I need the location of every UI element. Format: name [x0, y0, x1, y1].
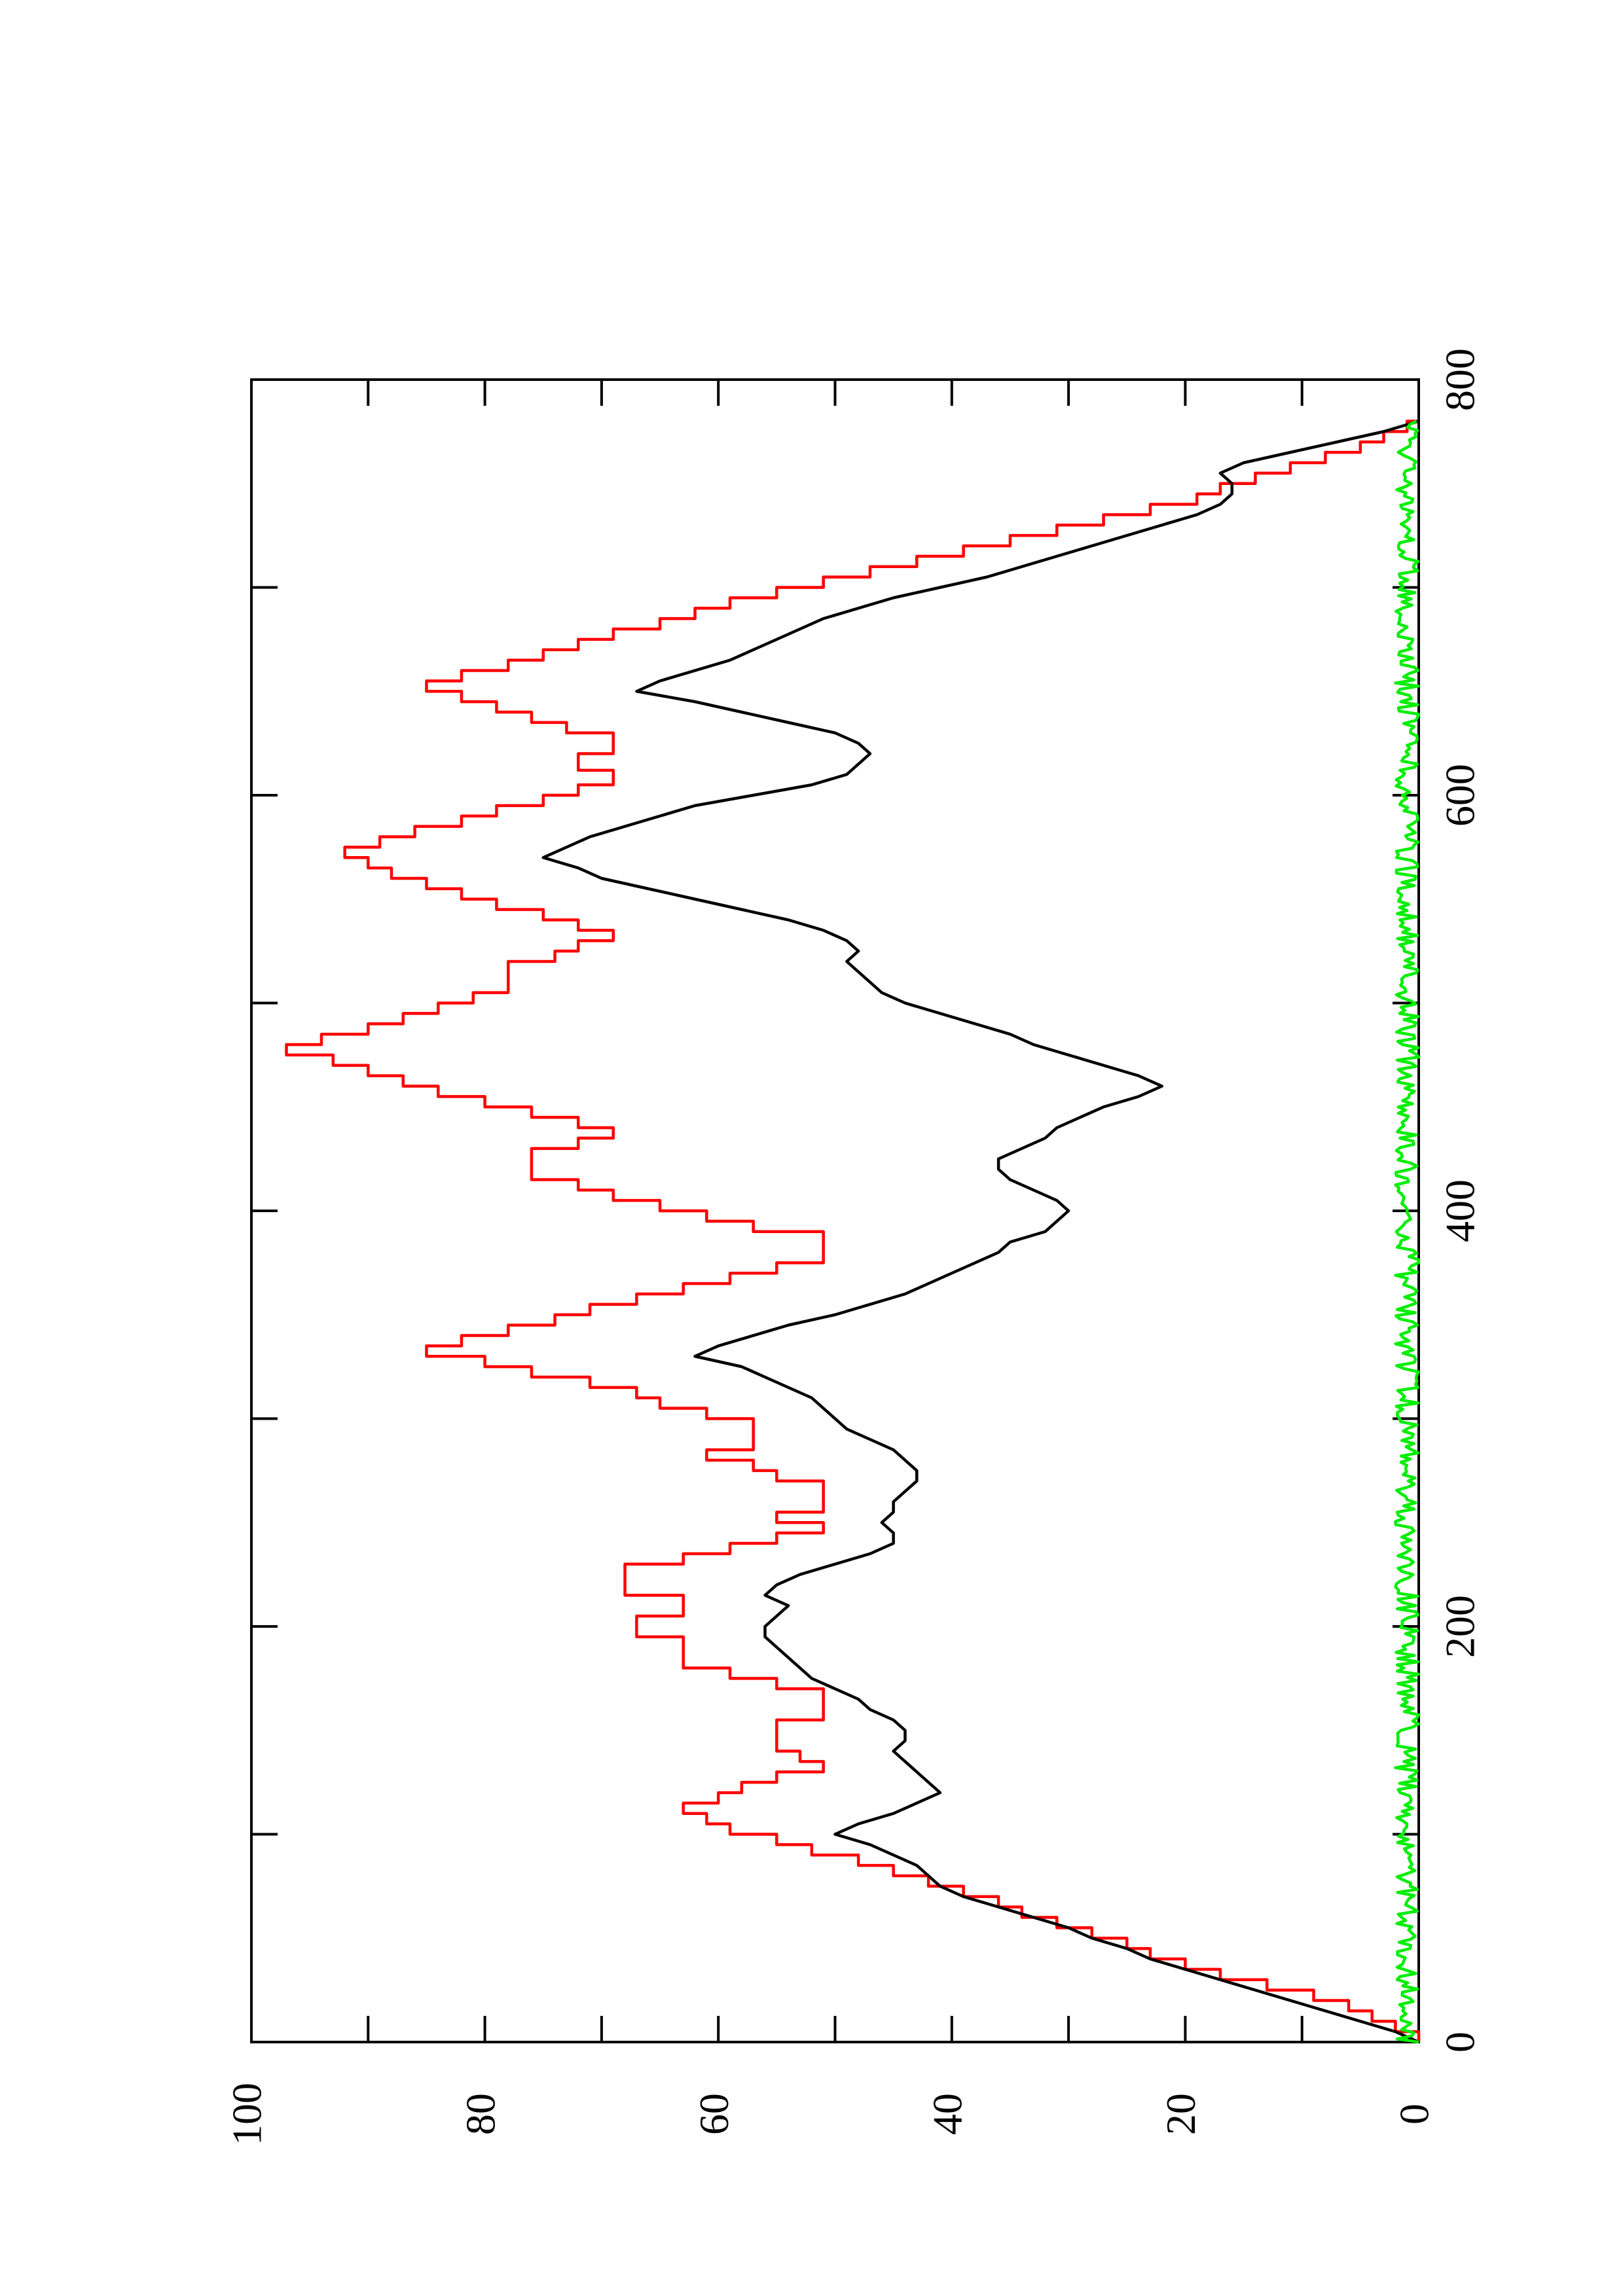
y-tick-label: 60	[691, 2093, 737, 2135]
y-tick-label: 80	[457, 2093, 503, 2135]
series-line-0	[285, 420, 1421, 2042]
y-tick-label: 40	[924, 2093, 970, 2135]
x-tick-label: 400	[1437, 1179, 1484, 1242]
y-tick-label: 0	[1391, 2104, 1438, 2125]
plot-frame	[250, 378, 1420, 2043]
series-group	[285, 420, 1421, 2044]
x-tick-label: 600	[1437, 764, 1484, 827]
x-tick-label: 0	[1437, 2032, 1484, 2053]
series-line-2	[1394, 420, 1421, 2044]
x-tick-label: 200	[1437, 1595, 1484, 1658]
y-tick-label: 20	[1158, 2093, 1204, 2135]
x-tick-label: 800	[1437, 348, 1484, 411]
axis-ticks	[250, 378, 1420, 2043]
series-line-1	[541, 420, 1419, 2044]
tick-labels: 0 200 400 600 800 0 20 40 60 80 100	[224, 348, 1484, 2145]
y-tick-label: 100	[224, 2083, 270, 2145]
